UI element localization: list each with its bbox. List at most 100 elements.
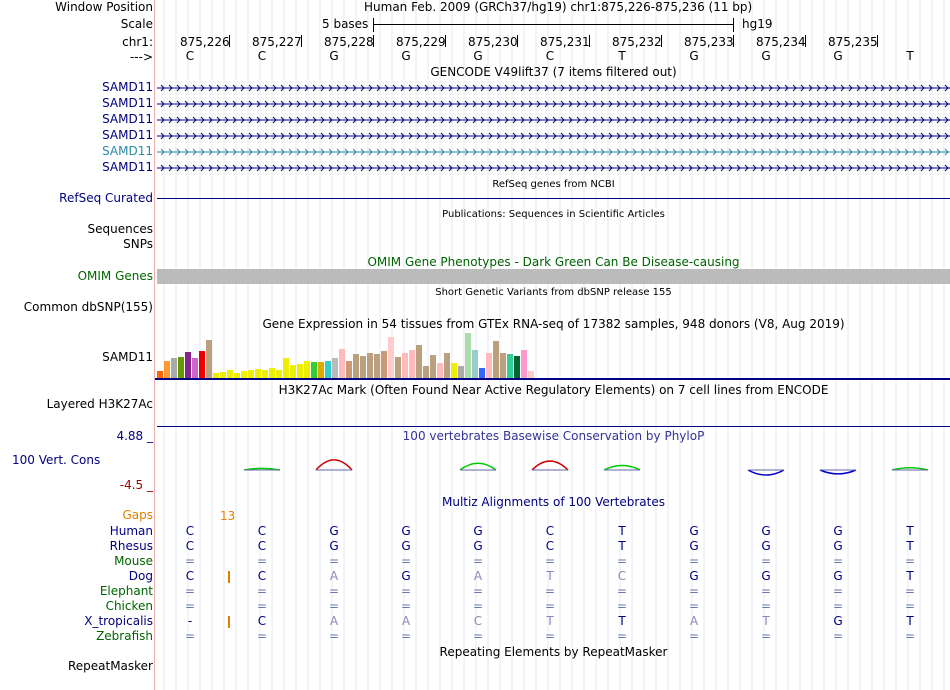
gencode-transcript-line[interactable]: [157, 130, 950, 142]
omim-track-title[interactable]: OMIM Gene Phenotypes - Dark Green Can Be…: [367, 255, 740, 269]
strand-chevron: [424, 148, 429, 156]
phylop-label[interactable]: 100 Vert. Cons: [12, 453, 101, 467]
omim-gene-bar[interactable]: [157, 269, 950, 284]
publications-track-title[interactable]: Publications: Sequences in Scientific Ar…: [442, 209, 665, 220]
gtex-label[interactable]: SAMD11: [102, 350, 153, 364]
strand-chevron: [552, 132, 557, 140]
strand-chevron: [512, 116, 517, 124]
multiz-track-title[interactable]: Multiz Alignments of 100 Vertebrates: [441, 495, 666, 509]
strand-chevron: [560, 132, 565, 140]
gencode-item-label[interactable]: SAMD11: [102, 112, 153, 126]
gencode-track-title[interactable]: GENCODE V49lift37 (7 items filtered out): [430, 65, 677, 79]
strand-chevron: [632, 164, 637, 172]
phylop-track-title[interactable]: 100 vertebrates Basewise Conservation by…: [402, 429, 705, 443]
gencode-item-label[interactable]: SAMD11: [102, 96, 153, 110]
strand-chevron: [888, 132, 893, 140]
strand-chevron: [552, 116, 557, 124]
phylop-score: [531, 460, 569, 471]
refseq-gene-line[interactable]: [157, 198, 950, 199]
gtex-bar: [437, 363, 443, 378]
strand-chevron: [392, 84, 397, 92]
multiz-species-label[interactable]: Elephant: [99, 584, 153, 598]
strand-chevron: [840, 100, 845, 108]
multiz-species-label[interactable]: Dog: [128, 569, 153, 583]
multiz-species-label[interactable]: X_tropicalis: [84, 614, 153, 628]
ruler-base: G: [689, 49, 699, 63]
omim-label[interactable]: OMIM Genes: [77, 269, 153, 283]
strand-chevron: [664, 132, 669, 140]
strand-chevron: [760, 100, 765, 108]
multiz-species-label[interactable]: Mouse: [114, 554, 153, 568]
gtex-bar: [297, 364, 303, 378]
strand-chevron: [888, 164, 893, 172]
gtex-bar: [381, 351, 387, 378]
strand-chevron: [224, 100, 229, 108]
strand-chevron: [168, 116, 173, 124]
strand-chevron: [184, 100, 189, 108]
phylop-plot[interactable]: [155, 444, 950, 496]
multiz-base: G: [689, 569, 699, 583]
strand-chevron: [432, 132, 437, 140]
multiz-base: =: [904, 629, 916, 643]
gencode-transcript-line[interactable]: [157, 98, 950, 110]
gtex-bar-chart[interactable]: [155, 330, 950, 380]
multiz-base: =: [616, 584, 628, 598]
strand-chevron: [648, 84, 653, 92]
gencode-transcript-line[interactable]: [157, 114, 950, 126]
strand-chevron: [928, 100, 933, 108]
strand-chevron: [872, 100, 877, 108]
dbsnp-track-title[interactable]: Short Genetic Variants from dbSNP releas…: [435, 287, 672, 298]
strand-chevron: [288, 132, 293, 140]
gtex-track-title[interactable]: Gene Expression in 54 tissues from GTEx …: [262, 317, 845, 331]
multiz-species-label[interactable]: Chicken: [105, 599, 153, 613]
refseq-track-title[interactable]: RefSeq genes from NCBI: [492, 179, 615, 190]
repeatmasker-label[interactable]: RepeatMasker: [67, 659, 153, 673]
strand-chevron: [232, 164, 237, 172]
strand-chevron: [680, 116, 685, 124]
repeatmasker-track-title[interactable]: Repeating Elements by RepeatMasker: [439, 645, 668, 659]
multiz-base: C: [545, 539, 555, 553]
gencode-transcript-line[interactable]: [157, 146, 950, 158]
sequences-label[interactable]: Sequences: [87, 222, 153, 236]
strand-chevron: [608, 148, 613, 156]
strand-chevron: [576, 116, 581, 124]
gtex-bar: [409, 350, 415, 378]
gencode-item-label[interactable]: SAMD11: [102, 80, 153, 94]
strand-chevron: [440, 116, 445, 124]
h3k27ac-label[interactable]: Layered H3K27Ac: [46, 397, 153, 411]
strand-chevron: [408, 84, 413, 92]
gencode-transcript-line[interactable]: [157, 82, 950, 94]
strand-chevron: [712, 100, 717, 108]
multiz-species-label[interactable]: Zebrafish: [96, 629, 153, 643]
dbsnp-label[interactable]: Common dbSNP(155): [23, 300, 153, 314]
ruler-tick: [445, 35, 446, 47]
scale-bases: 5 bases: [322, 17, 369, 31]
gencode-transcript-line[interactable]: [157, 162, 950, 174]
strand-chevron: [616, 132, 621, 140]
gtex-bar: [283, 358, 289, 378]
strand-chevron: [656, 148, 661, 156]
gencode-item-label[interactable]: SAMD11: [102, 160, 153, 174]
strand-chevron: [528, 148, 533, 156]
h3k27ac-track-title[interactable]: H3K27Ac Mark (Often Found Near Active Re…: [278, 383, 829, 397]
strand-chevron: [416, 100, 421, 108]
strand-chevron: [568, 84, 573, 92]
strand-chevron: [328, 100, 333, 108]
gtex-bar: [416, 345, 422, 378]
gtex-bar: [192, 358, 198, 378]
multiz-base: G: [473, 524, 483, 538]
multiz-species-label[interactable]: Rhesus: [109, 539, 153, 553]
gencode-item-label[interactable]: SAMD11: [102, 144, 153, 158]
window-position-label: Window Position: [55, 0, 153, 14]
strand-chevron: [248, 100, 253, 108]
gencode-item-label[interactable]: SAMD11: [102, 128, 153, 142]
strand-chevron: [872, 84, 877, 92]
multiz-species-label[interactable]: Human: [109, 524, 153, 538]
snps-label[interactable]: SNPs: [123, 237, 153, 251]
refseq-label[interactable]: RefSeq Curated: [59, 191, 153, 205]
ruler-position-label: 875,228: [324, 35, 374, 49]
strand-chevron: [744, 100, 749, 108]
multiz-base: G: [833, 524, 843, 538]
strand-chevron: [176, 164, 181, 172]
strand-chevron: [352, 148, 357, 156]
